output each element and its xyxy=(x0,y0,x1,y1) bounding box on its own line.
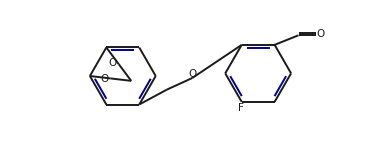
Text: O: O xyxy=(317,29,325,39)
Text: O: O xyxy=(100,74,108,85)
Text: O: O xyxy=(188,69,197,79)
Text: O: O xyxy=(108,58,116,68)
Text: F: F xyxy=(238,103,244,113)
